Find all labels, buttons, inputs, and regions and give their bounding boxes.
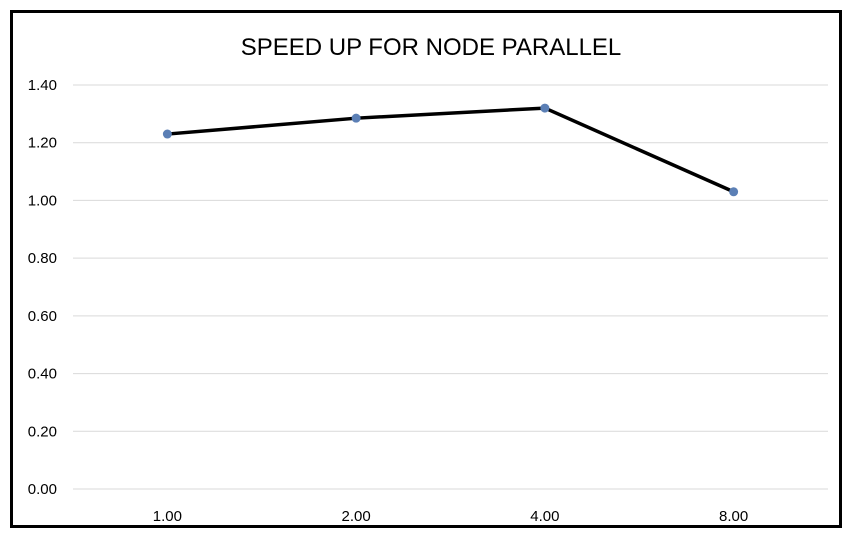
x-tick-label: 2.00 (342, 508, 371, 525)
chart-title: SPEED UP FOR NODE PARALLEL (241, 34, 622, 61)
gridlines (73, 84, 828, 490)
series-line (167, 106, 735, 194)
x-tick-label: 8.00 (719, 508, 748, 525)
chart-frame: SPEED UP FOR NODE PARALLEL 0.00 0.20 0.40 0… (10, 10, 842, 528)
data-point (540, 103, 550, 113)
data-point (729, 187, 739, 197)
y-tick-label: 0.80 (28, 250, 57, 267)
data-point (351, 113, 361, 123)
chart-svg: SPEED UP FOR NODE PARALLEL 0.000.200.400… (28, 34, 828, 525)
series-layer (162, 103, 739, 197)
y-tick-label: 0.20 (28, 423, 57, 440)
y-tick-label: 0.60 (28, 308, 57, 325)
x-tick-label: 1.00 (153, 508, 182, 525)
y-axis-tick-labels: 0.00 0.20 0.40 0.60 0.80 1.00 1.20 1.40 (28, 77, 57, 498)
y-tick-label: 0.40 (28, 366, 57, 383)
x-axis-tick-labels: 1.00 2.00 4.00 8.00 (153, 508, 748, 525)
data-point (162, 129, 172, 139)
y-tick-label: 1.40 (28, 77, 57, 94)
y-tick-label: 1.20 (28, 135, 57, 152)
x-tick-label: 4.00 (530, 508, 559, 525)
y-tick-label: 0.00 (28, 481, 57, 498)
y-tick-label: 1.00 (28, 192, 57, 209)
